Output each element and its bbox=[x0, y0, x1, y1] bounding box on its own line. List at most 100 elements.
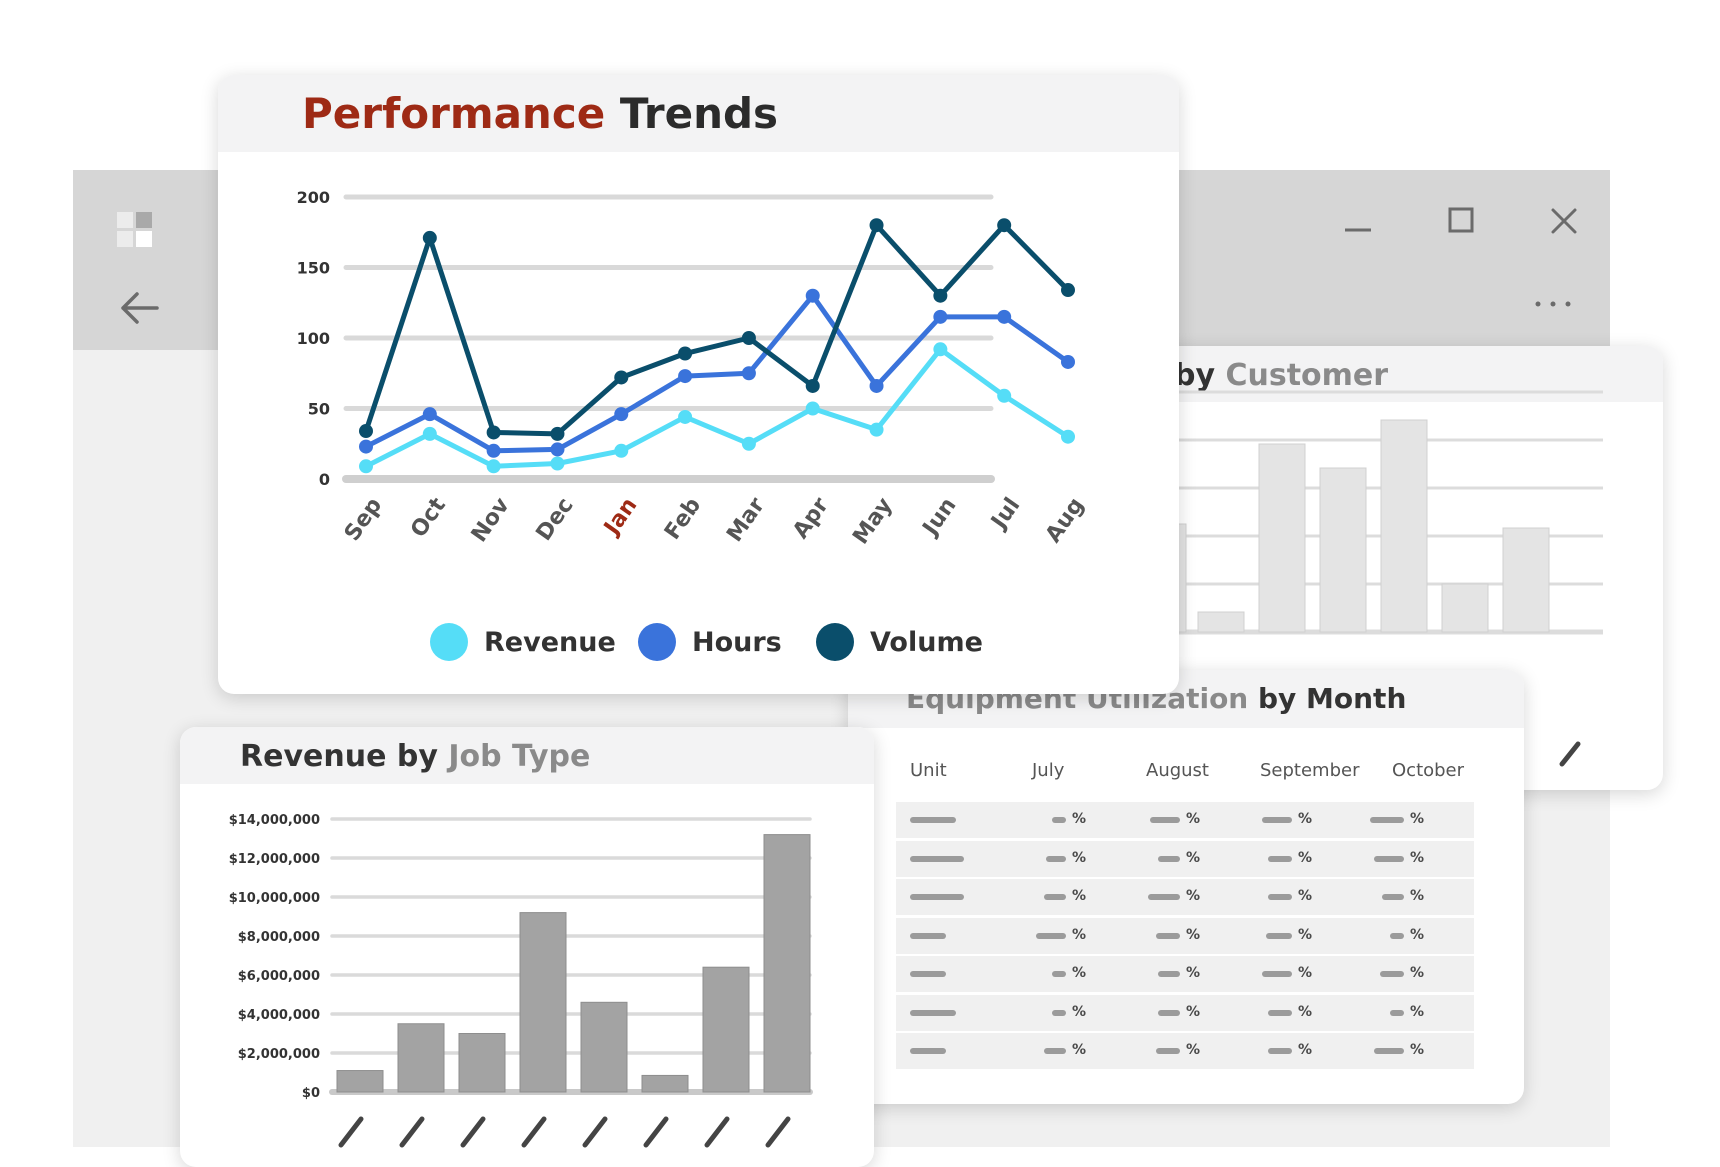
percent-sign: % bbox=[1186, 811, 1201, 827]
data-point bbox=[1061, 429, 1075, 444]
value-placeholder bbox=[1156, 1048, 1180, 1054]
legend-swatch bbox=[816, 623, 854, 661]
legend-item-hours: Hours bbox=[638, 623, 782, 661]
percent-sign: % bbox=[1410, 926, 1425, 943]
data-point bbox=[933, 288, 948, 303]
table-row: %%%% bbox=[896, 1033, 1474, 1069]
x-tick-label: Dec bbox=[532, 493, 579, 545]
value-placeholder bbox=[1374, 855, 1404, 862]
legend-swatch bbox=[430, 623, 468, 661]
bar bbox=[641, 1074, 689, 1093]
value-placeholder bbox=[1268, 1048, 1292, 1054]
data-point bbox=[869, 378, 884, 393]
data-point bbox=[422, 407, 437, 422]
unit-placeholder bbox=[910, 894, 964, 900]
equipment-table: Unit July August September October %%%%%… bbox=[896, 760, 1474, 1080]
data-point bbox=[486, 425, 501, 440]
apps-grid-icon[interactable] bbox=[117, 212, 153, 248]
x-tick-label: Oct bbox=[406, 493, 451, 542]
bar bbox=[519, 912, 567, 1093]
data-point bbox=[422, 426, 437, 441]
performance-card: Performance Trends 0 50 100 150 200 Sep Oct Nov… bbox=[218, 75, 1179, 694]
series-line-hours bbox=[363, 293, 1071, 454]
y-tick-label: 100 bbox=[297, 329, 330, 348]
data-point bbox=[359, 439, 373, 454]
table-row: %%%% bbox=[896, 956, 1474, 992]
value-placeholder bbox=[1150, 817, 1180, 823]
jobtype-bar-chart: $0 $2,000,000 $4,000,000 $6,000,000 $8,000,0… bbox=[229, 813, 813, 1148]
percent-sign: % bbox=[1072, 965, 1087, 981]
data-point bbox=[805, 288, 820, 303]
bar bbox=[763, 834, 811, 1093]
x-tick-label: Jul bbox=[986, 493, 1026, 535]
percent-sign: % bbox=[1410, 965, 1425, 981]
value-placeholder bbox=[1158, 855, 1180, 862]
percent-sign: % bbox=[1298, 849, 1313, 866]
x-tick-label: Feb bbox=[660, 493, 706, 544]
data-point bbox=[614, 370, 629, 385]
bar bbox=[1258, 443, 1306, 633]
data-point bbox=[805, 378, 820, 393]
x-tick-placeholder bbox=[521, 1116, 547, 1148]
more-horizontal-icon[interactable] bbox=[1533, 298, 1573, 310]
column-header: October bbox=[1392, 760, 1465, 781]
percent-sign: % bbox=[1186, 965, 1201, 981]
percent-sign: % bbox=[1072, 926, 1087, 943]
value-placeholder bbox=[1268, 855, 1292, 862]
unit-placeholder bbox=[910, 855, 964, 862]
bar bbox=[580, 1001, 628, 1093]
y-tick-label: $14,000,000 bbox=[229, 813, 320, 828]
x-tick-label: Mar bbox=[722, 493, 770, 546]
legend-swatch bbox=[638, 623, 676, 661]
data-point bbox=[997, 218, 1012, 233]
unit-placeholder bbox=[910, 971, 946, 977]
data-point bbox=[678, 369, 693, 384]
unit-placeholder bbox=[910, 817, 956, 823]
column-header: September bbox=[1260, 760, 1360, 781]
x-tick-placeholder bbox=[460, 1116, 486, 1148]
data-point bbox=[805, 401, 820, 416]
jobtype-title: Revenue by Job Type bbox=[240, 739, 591, 774]
y-tick-label: 50 bbox=[308, 400, 330, 419]
percent-sign: % bbox=[1072, 849, 1087, 866]
legend-label: Revenue bbox=[484, 626, 616, 658]
legend-label: Hours bbox=[692, 626, 782, 658]
y-tick-label: $10,000,000 bbox=[229, 891, 320, 906]
percent-sign: % bbox=[1186, 1003, 1201, 1020]
value-placeholder bbox=[1052, 1009, 1066, 1016]
close-icon[interactable] bbox=[1549, 206, 1579, 236]
data-point bbox=[550, 456, 565, 471]
arrow-left-icon[interactable] bbox=[119, 290, 159, 326]
percent-sign: % bbox=[1410, 849, 1425, 866]
table-row: %%%% bbox=[896, 917, 1474, 954]
y-tick-label: $4,000,000 bbox=[238, 1008, 320, 1023]
percent-sign: % bbox=[1072, 888, 1087, 904]
value-placeholder bbox=[1044, 894, 1066, 900]
percent-sign: % bbox=[1186, 1042, 1201, 1058]
unit-placeholder bbox=[910, 1048, 946, 1054]
percent-sign: % bbox=[1072, 811, 1087, 827]
bar bbox=[336, 1070, 384, 1093]
y-tick-label: $0 bbox=[302, 1086, 320, 1101]
x-tick-label: Jan bbox=[599, 493, 643, 541]
minimize-icon[interactable] bbox=[1343, 218, 1373, 242]
maximize-icon[interactable] bbox=[1447, 206, 1475, 234]
data-point bbox=[869, 422, 884, 437]
series-line-volume bbox=[363, 222, 1071, 437]
percent-sign: % bbox=[1298, 1042, 1313, 1058]
data-point bbox=[359, 424, 373, 439]
value-placeholder bbox=[1148, 894, 1180, 900]
series-line-revenue bbox=[363, 346, 1071, 469]
bar bbox=[1380, 419, 1428, 633]
legend-item-volume: Volume bbox=[816, 623, 983, 661]
bar bbox=[1319, 467, 1367, 633]
y-tick-label: $2,000,000 bbox=[238, 1047, 320, 1062]
value-placeholder bbox=[1380, 971, 1404, 977]
value-placeholder bbox=[1156, 932, 1180, 939]
percent-sign: % bbox=[1298, 888, 1313, 904]
legend-item-revenue: Revenue bbox=[430, 623, 616, 661]
y-tick-label: $12,000,000 bbox=[229, 852, 320, 867]
percent-sign: % bbox=[1186, 849, 1201, 866]
jobtype-card: Revenue by Job Type $0 $2,000,000 $4,000,0… bbox=[180, 727, 874, 1167]
x-tick-label: Jun bbox=[917, 493, 961, 541]
